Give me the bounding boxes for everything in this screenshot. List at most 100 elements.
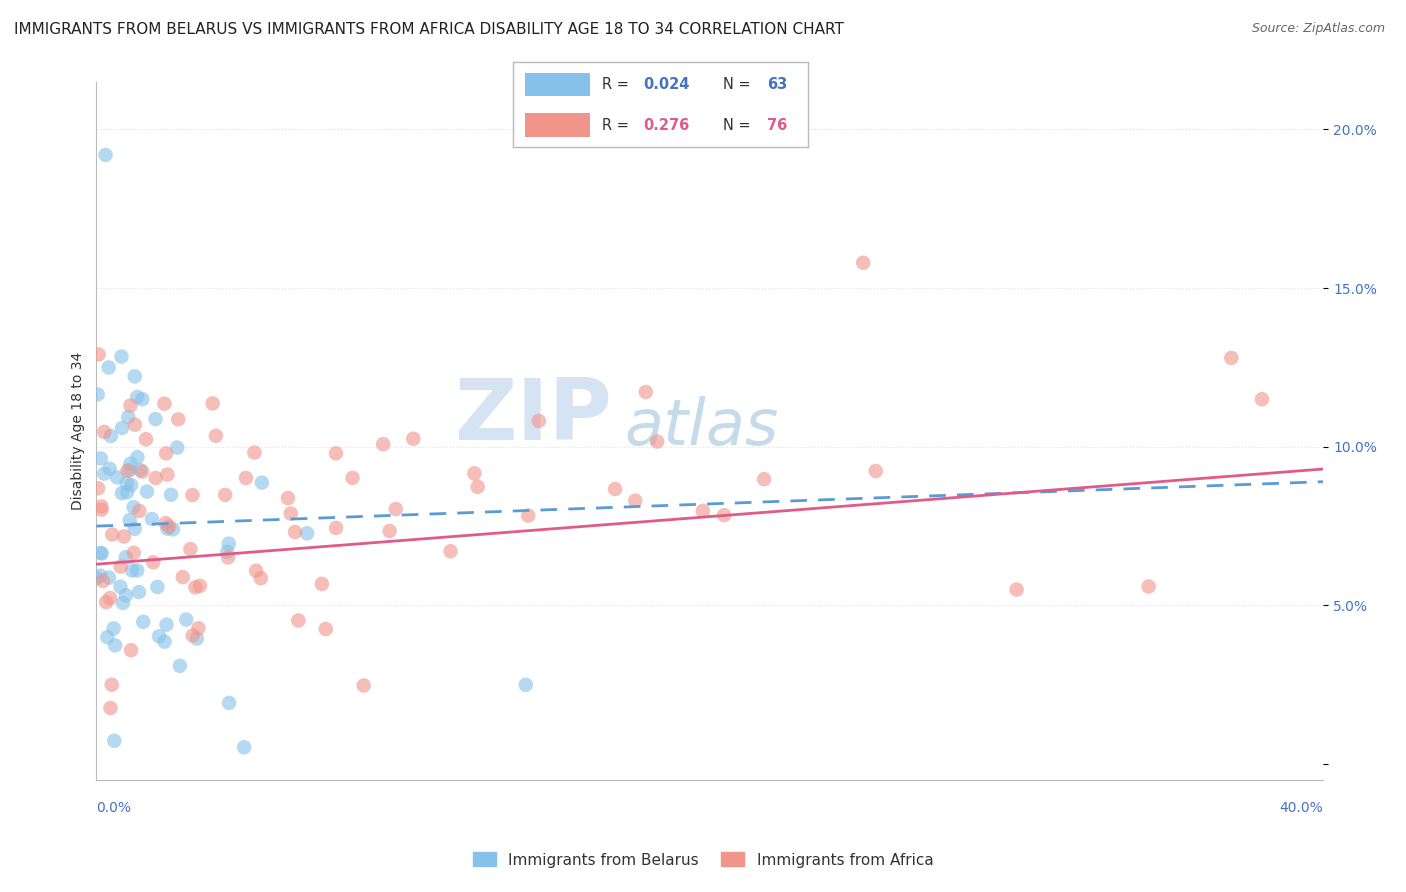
Point — [325, 521, 347, 535]
Point — [235, 471, 257, 485]
Point — [160, 488, 183, 502]
Point — [93, 425, 115, 439]
Text: N =: N = — [723, 118, 755, 133]
Point — [141, 512, 163, 526]
FancyBboxPatch shape — [524, 72, 591, 96]
Point — [181, 488, 204, 502]
Point — [110, 350, 132, 364]
Point — [98, 591, 121, 605]
Point — [120, 399, 142, 413]
Point — [624, 493, 647, 508]
Point — [114, 550, 136, 565]
Point — [311, 577, 333, 591]
Point — [128, 504, 150, 518]
Point — [245, 564, 267, 578]
Point — [515, 678, 537, 692]
Point — [148, 629, 170, 643]
Point — [463, 467, 485, 481]
Point — [96, 630, 118, 644]
Text: 0.024: 0.024 — [643, 77, 689, 92]
Point — [156, 467, 179, 482]
Point — [243, 445, 266, 459]
Text: 40.0%: 40.0% — [1279, 801, 1323, 815]
Point — [214, 488, 236, 502]
Point — [87, 387, 110, 401]
Point — [169, 658, 191, 673]
Point — [111, 596, 134, 610]
Point — [527, 414, 550, 428]
Point — [118, 463, 141, 477]
Text: 0.276: 0.276 — [643, 118, 689, 133]
Point — [634, 384, 657, 399]
Point — [124, 522, 146, 536]
Point — [142, 555, 165, 569]
Point — [117, 464, 139, 478]
Point — [184, 580, 207, 594]
Point — [100, 678, 122, 692]
Point — [87, 347, 110, 361]
Point — [186, 632, 208, 646]
Point — [353, 679, 375, 693]
Point — [97, 360, 120, 375]
Point — [155, 516, 177, 530]
Point — [384, 502, 406, 516]
Text: 0.0%: 0.0% — [97, 801, 131, 815]
Point — [402, 432, 425, 446]
Point — [517, 508, 540, 523]
Point — [93, 467, 115, 481]
Text: 63: 63 — [768, 77, 787, 92]
Point — [852, 256, 875, 270]
Point — [103, 622, 125, 636]
Point — [167, 412, 190, 426]
Point — [110, 580, 132, 594]
Point — [287, 614, 309, 628]
Point — [122, 500, 145, 514]
Point — [145, 471, 167, 485]
Point — [181, 628, 204, 642]
Point — [146, 580, 169, 594]
Point — [342, 471, 364, 485]
Point — [90, 451, 112, 466]
Point — [135, 432, 157, 446]
Point — [89, 568, 111, 582]
Point — [128, 585, 150, 599]
Point — [129, 463, 152, 477]
Point — [86, 571, 108, 585]
Point — [157, 519, 180, 533]
Point — [752, 472, 775, 486]
Point — [122, 546, 145, 560]
Point — [127, 390, 149, 404]
Point — [110, 559, 132, 574]
Point — [162, 522, 184, 536]
Point — [155, 617, 177, 632]
Point — [249, 571, 271, 585]
Point — [315, 622, 337, 636]
Point — [1005, 582, 1028, 597]
Point — [218, 536, 240, 550]
Point — [131, 465, 153, 479]
Point — [90, 546, 112, 560]
Point — [280, 507, 302, 521]
Point — [145, 412, 167, 426]
Text: IMMIGRANTS FROM BELARUS VS IMMIGRANTS FROM AFRICA DISABILITY AGE 18 TO 34 CORREL: IMMIGRANTS FROM BELARUS VS IMMIGRANTS FR… — [14, 22, 844, 37]
Point — [90, 502, 112, 516]
Point — [713, 508, 735, 523]
Point — [153, 634, 176, 648]
Point — [378, 524, 401, 538]
Point — [1251, 392, 1274, 407]
Point — [98, 461, 121, 475]
Point — [250, 475, 273, 490]
Point — [284, 524, 307, 539]
Point — [136, 484, 159, 499]
Point — [111, 421, 134, 435]
Point — [100, 701, 122, 715]
Point — [87, 481, 110, 495]
Legend: Immigrants from Belarus, Immigrants from Africa: Immigrants from Belarus, Immigrants from… — [467, 847, 939, 873]
Point — [153, 397, 176, 411]
Point — [124, 417, 146, 432]
Point — [865, 464, 887, 478]
Point — [115, 485, 138, 500]
Text: atlas: atlas — [624, 396, 778, 458]
Text: R =: R = — [602, 77, 633, 92]
Point — [89, 546, 111, 560]
